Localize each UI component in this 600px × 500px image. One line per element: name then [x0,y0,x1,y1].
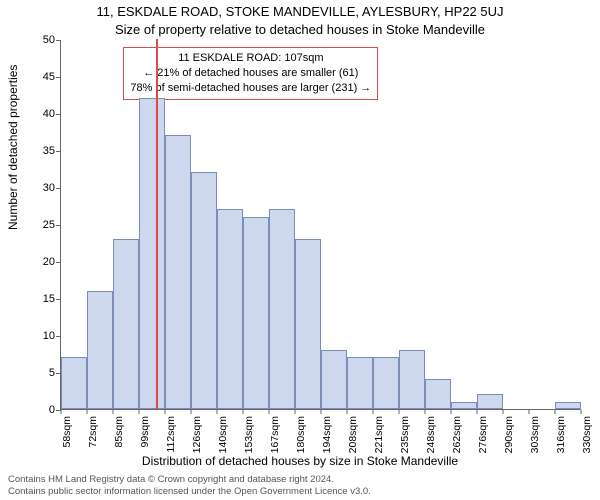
x-axis-label: Distribution of detached houses by size … [0,454,600,468]
x-tick-label: 85sqm [113,416,114,448]
x-tick-mark [399,409,400,414]
histogram-bar [321,350,347,409]
x-tick-mark [295,409,296,414]
footer-line1: Contains HM Land Registry data © Crown c… [8,474,371,486]
x-tick-label: 316sqm [555,416,556,453]
histogram-bar [477,394,503,409]
x-tick-label: 180sqm [295,416,296,453]
histogram-bar [243,217,269,409]
x-tick-mark [321,409,322,414]
x-tick-mark [113,409,114,414]
x-tick-label: 140sqm [217,416,218,453]
x-tick-label: 58sqm [61,416,62,448]
histogram-bar [217,209,243,409]
x-tick-label: 153sqm [243,416,244,453]
x-tick-label: 112sqm [165,416,166,453]
histogram-bar [191,172,217,409]
plot-area: 11 ESKDALE ROAD: 107sqm ← 21% of detache… [60,40,580,410]
x-tick-label: 221sqm [373,416,374,453]
chart-container: 11, ESKDALE ROAD, STOKE MANDEVILLE, AYLE… [0,0,600,500]
x-tick-label: 248sqm [425,416,426,453]
x-tick-mark [529,409,530,414]
y-tick-label: 35 [25,145,55,157]
histogram-bar [165,135,191,409]
x-tick-label: 235sqm [399,416,400,453]
histogram-bar [113,239,139,409]
property-marker-line [156,39,158,409]
y-tick-mark [56,40,61,41]
histogram-bar [347,357,373,409]
x-tick-label: 72sqm [87,416,88,448]
y-tick-label: 50 [25,34,55,46]
y-tick-mark [56,262,61,263]
y-tick-mark [56,151,61,152]
y-tick-label: 15 [25,293,55,305]
x-tick-mark [191,409,192,414]
y-tick-label: 5 [25,367,55,379]
x-tick-label: 262sqm [451,416,452,453]
property-annotation: 11 ESKDALE ROAD: 107sqm ← 21% of detache… [123,47,378,100]
x-tick-mark [451,409,452,414]
x-tick-mark [217,409,218,414]
x-tick-mark [477,409,478,414]
y-tick-mark [56,299,61,300]
histogram-bar [451,402,477,409]
x-tick-mark [503,409,504,414]
y-tick-mark [56,225,61,226]
x-tick-label: 167sqm [269,416,270,453]
y-tick-label: 30 [25,182,55,194]
annotation-line1: 11 ESKDALE ROAD: 107sqm [130,51,371,66]
histogram-bar [295,239,321,409]
chart-title-line1: 11, ESKDALE ROAD, STOKE MANDEVILLE, AYLE… [0,4,600,19]
x-tick-mark [425,409,426,414]
x-tick-label: 290sqm [503,416,504,453]
x-tick-mark [87,409,88,414]
x-tick-mark [61,409,62,414]
x-tick-label: 208sqm [347,416,348,453]
y-tick-label: 40 [25,108,55,120]
x-tick-label: 276sqm [477,416,478,453]
y-tick-label: 10 [25,330,55,342]
x-tick-mark [555,409,556,414]
footer-line2: Contains public sector information licen… [8,486,371,498]
histogram-bar [399,350,425,409]
x-tick-label: 99sqm [139,416,140,448]
x-tick-mark [269,409,270,414]
x-tick-label: 330sqm [581,416,582,453]
y-tick-mark [56,114,61,115]
histogram-bar [269,209,295,409]
y-tick-mark [56,77,61,78]
histogram-bar [87,291,113,409]
x-tick-mark [347,409,348,414]
y-tick-label: 0 [25,404,55,416]
x-tick-label: 126sqm [191,416,192,453]
x-tick-label: 194sqm [321,416,322,453]
y-tick-label: 45 [25,71,55,83]
histogram-bar [139,98,165,409]
x-tick-mark [373,409,374,414]
x-tick-mark [581,409,582,414]
y-axis-label: Number of detached properties [6,65,20,230]
footer-attribution: Contains HM Land Registry data © Crown c… [8,474,371,498]
histogram-bar [425,379,451,409]
histogram-bar [373,357,399,409]
x-tick-mark [165,409,166,414]
histogram-bar [61,357,87,409]
histogram-bar [555,402,581,409]
annotation-line3: 78% of semi-detached houses are larger (… [130,81,371,96]
annotation-line2: ← 21% of detached houses are smaller (61… [130,66,371,81]
y-tick-label: 20 [25,256,55,268]
y-tick-mark [56,336,61,337]
y-tick-label: 25 [25,219,55,231]
chart-title-line2: Size of property relative to detached ho… [0,22,600,37]
y-tick-mark [56,188,61,189]
x-tick-mark [243,409,244,414]
x-tick-label: 303sqm [529,416,530,453]
x-tick-mark [139,409,140,414]
